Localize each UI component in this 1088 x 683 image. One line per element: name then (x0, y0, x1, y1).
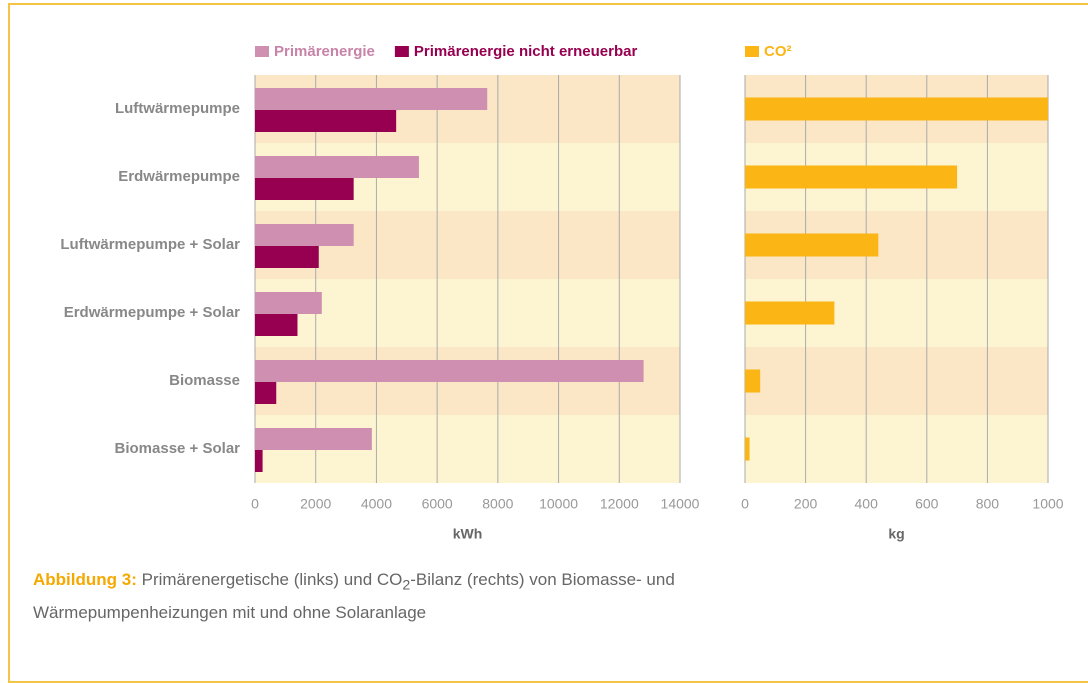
bar (255, 224, 354, 246)
row-band (745, 415, 1048, 483)
x-tick-label: 400 (855, 496, 879, 512)
caption-text: Primärenergetische (links) und CO (141, 570, 403, 589)
category-label: Biomasse + Solar (115, 440, 241, 457)
x-tick-label: 4000 (361, 496, 392, 512)
bar (745, 97, 1048, 121)
category-label: Biomasse (169, 372, 240, 389)
legend-swatch (394, 46, 409, 57)
legend-label: Primärenergie (274, 43, 375, 60)
caption: Abbildung 3: Primärenergetische (links) … (33, 566, 853, 627)
bar (255, 110, 397, 132)
x-axis-label: kWh (453, 526, 483, 542)
row-band (255, 279, 680, 347)
x-tick-label: 6000 (422, 496, 453, 512)
page: 0 2000 4000 6000 8000 10000 12000 14000 kWh Luftw… (8, 3, 1088, 683)
bar (745, 437, 750, 461)
caption-label: Abbildung 3: (33, 570, 137, 589)
x-tick-label: 12000 (600, 496, 639, 512)
x-tick-label: 200 (794, 496, 818, 512)
bar (255, 382, 277, 404)
category-label: Luftwärmepumpe (115, 100, 240, 117)
legend-swatch (255, 46, 269, 57)
legend-swatch (745, 46, 759, 57)
bar (745, 165, 958, 189)
x-axis-label: kg (888, 526, 904, 542)
x-tick-label: 800 (976, 496, 1000, 512)
x-tick-label: 8000 (482, 496, 513, 512)
legend-label: Primärenergie nicht erneuerbar (414, 43, 638, 60)
x-tick-label: 10000 (539, 496, 578, 512)
bar (255, 292, 322, 314)
bar (255, 428, 372, 450)
bar (745, 369, 761, 393)
bar (255, 450, 263, 472)
caption-sub: 2 (402, 577, 411, 594)
row-band (745, 347, 1048, 415)
chart: 0 2000 4000 6000 8000 10000 12000 14000kWhLuftw… (60, 43, 1063, 542)
category-label: Luftwärmepumpe + Solar (60, 236, 240, 253)
x-tick-label: 14000 (661, 496, 700, 512)
bar (255, 246, 319, 268)
x-tick-label: 1000 (1032, 496, 1063, 512)
x-tick-label: 2000 (300, 496, 331, 512)
category-label: Erdwärmepumpe + Solar (64, 304, 240, 321)
caption-text: -Bilanz (rechts) von Biomasse- und Wärme… (33, 570, 675, 623)
bar (255, 178, 354, 200)
bar (255, 88, 488, 110)
bar (255, 360, 644, 382)
bar (255, 156, 419, 178)
x-tick-label: 600 (915, 496, 939, 512)
bar (745, 301, 835, 325)
bar (745, 233, 879, 257)
legend-label: CO² (764, 43, 792, 60)
x-tick-label: 0 (251, 496, 259, 512)
x-tick-label: 0 (741, 496, 749, 512)
category-label: Erdwärmepumpe (118, 168, 240, 185)
bar (255, 314, 298, 336)
